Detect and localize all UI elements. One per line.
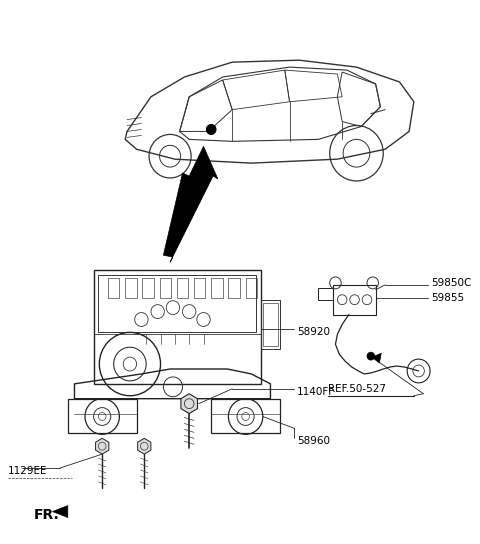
Polygon shape [181,394,197,413]
Bar [211,278,223,298]
Text: REF.50-527: REF.50-527 [328,384,386,394]
Bar [263,302,278,346]
Bar [228,278,240,298]
Text: 58920: 58920 [297,327,330,337]
Circle shape [367,352,375,360]
Bar [177,278,188,298]
Bar [94,270,261,384]
Polygon shape [96,438,109,454]
Text: 1140FF: 1140FF [297,387,336,397]
Bar [159,278,171,298]
Text: 58960: 58960 [297,436,330,446]
Bar [246,278,257,298]
Text: 1129EE: 1129EE [8,466,47,476]
Bar [98,275,256,332]
Polygon shape [163,146,218,262]
Polygon shape [138,438,151,454]
Text: 59850C: 59850C [431,278,471,288]
Text: 59855: 59855 [431,293,464,302]
Circle shape [206,125,216,134]
Bar [143,278,154,298]
Bar [261,300,280,349]
Bar [194,278,205,298]
Polygon shape [372,353,381,363]
Bar [108,278,120,298]
Polygon shape [52,505,68,517]
Text: FR.: FR. [34,509,59,522]
Bar [125,278,137,298]
